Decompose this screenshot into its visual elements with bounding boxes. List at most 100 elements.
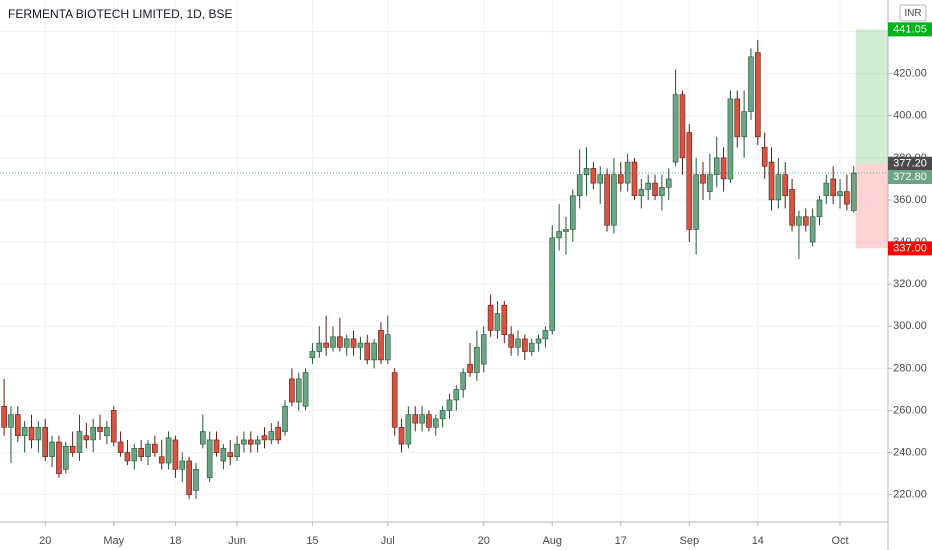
candle-body [254, 439, 261, 445]
candle-body [241, 439, 247, 445]
candle-body [604, 174, 610, 226]
candle-body [768, 161, 775, 201]
candle-body [104, 426, 110, 437]
x-tick-label: Aug [542, 535, 562, 547]
candle-body [467, 363, 473, 373]
candle-body [672, 94, 679, 163]
candle-body [165, 437, 172, 464]
candle-body [830, 178, 836, 197]
entry-label: 377.20 [893, 158, 927, 170]
candle-body [665, 178, 672, 188]
candle-body [631, 161, 638, 197]
stop-label: 337.00 [893, 242, 927, 254]
candle-body [707, 174, 713, 192]
candle-body [761, 147, 768, 167]
candle-body [570, 195, 576, 230]
candle-body [645, 182, 651, 190]
x-tick-label: Jul [381, 535, 395, 547]
candle-body [700, 174, 706, 184]
candle-body [110, 410, 117, 443]
candle-body [501, 304, 508, 335]
loss-zone [855, 163, 888, 249]
x-tick-label: 15 [306, 535, 318, 547]
candle-body [62, 445, 69, 470]
candle-body [213, 439, 220, 453]
candle-body [282, 405, 288, 432]
last-price-label-bg [888, 170, 932, 185]
stop-label-bg [888, 241, 932, 256]
candle-body [124, 452, 131, 462]
candle-body [1, 405, 7, 428]
candle-body [522, 338, 528, 352]
candle-body [693, 174, 699, 230]
candle-body [432, 418, 439, 428]
candle-body [426, 414, 432, 428]
candle-body [727, 98, 734, 180]
candle-body [508, 334, 514, 348]
candle-body [343, 338, 350, 348]
last-price-label: 372.80 [893, 171, 927, 183]
candle-body [289, 378, 295, 403]
candle-body [179, 460, 186, 470]
candle-body [138, 448, 144, 458]
position-tool [0, 29, 888, 249]
candle-body [76, 431, 83, 453]
x-tick-label: 18 [169, 535, 181, 547]
candle-body [261, 435, 268, 441]
x-tick-label: 20 [39, 535, 51, 547]
candle-body [117, 441, 124, 453]
candle-body [172, 439, 179, 470]
candle-body [748, 56, 754, 112]
target-label: 441.05 [893, 23, 927, 35]
candle-body [576, 174, 583, 197]
target-label-bg [888, 22, 932, 37]
candles [1, 39, 857, 499]
candle-body [350, 338, 357, 348]
candle-body [590, 168, 597, 184]
candle-body [789, 189, 795, 226]
candle-body [97, 426, 103, 432]
candle-body [42, 426, 49, 458]
candle-body [638, 189, 645, 197]
candle-body [268, 431, 275, 441]
candle-body [220, 448, 227, 462]
candle-body [234, 443, 240, 458]
candle-body [378, 330, 384, 361]
candle-body [583, 168, 590, 176]
currency-box[interactable] [899, 4, 927, 22]
x-tick-label: 14 [752, 535, 764, 547]
candle-body [734, 98, 741, 138]
candle-body [316, 342, 323, 352]
candle-body [419, 414, 425, 424]
candle-body [556, 231, 562, 239]
candle-body [193, 469, 199, 491]
y-tick-label: 360.00 [893, 194, 927, 206]
candle-body [200, 431, 206, 445]
candle-body [837, 191, 843, 197]
candle-body [371, 342, 377, 361]
candle-body [679, 94, 686, 159]
candle-body [652, 182, 658, 197]
candle-body [686, 132, 693, 230]
candle-body [186, 460, 192, 495]
candle-body [802, 216, 809, 226]
candle-body [330, 336, 336, 348]
candle-body [515, 338, 521, 348]
candle-body [357, 342, 364, 348]
x-tick-label: 17 [615, 535, 627, 547]
candle-body [535, 338, 542, 344]
currency-label[interactable]: INR [904, 8, 921, 19]
candle-body [782, 174, 789, 197]
candle-body [597, 174, 604, 184]
candle-body [659, 187, 665, 197]
candle-body [844, 191, 850, 205]
candle-body [227, 452, 234, 458]
candle-body [741, 111, 747, 138]
candle-body [28, 426, 35, 441]
candle-body [480, 334, 487, 365]
x-tick-label: 20 [478, 535, 490, 547]
candle-body [446, 399, 453, 411]
candle-body [69, 445, 76, 453]
